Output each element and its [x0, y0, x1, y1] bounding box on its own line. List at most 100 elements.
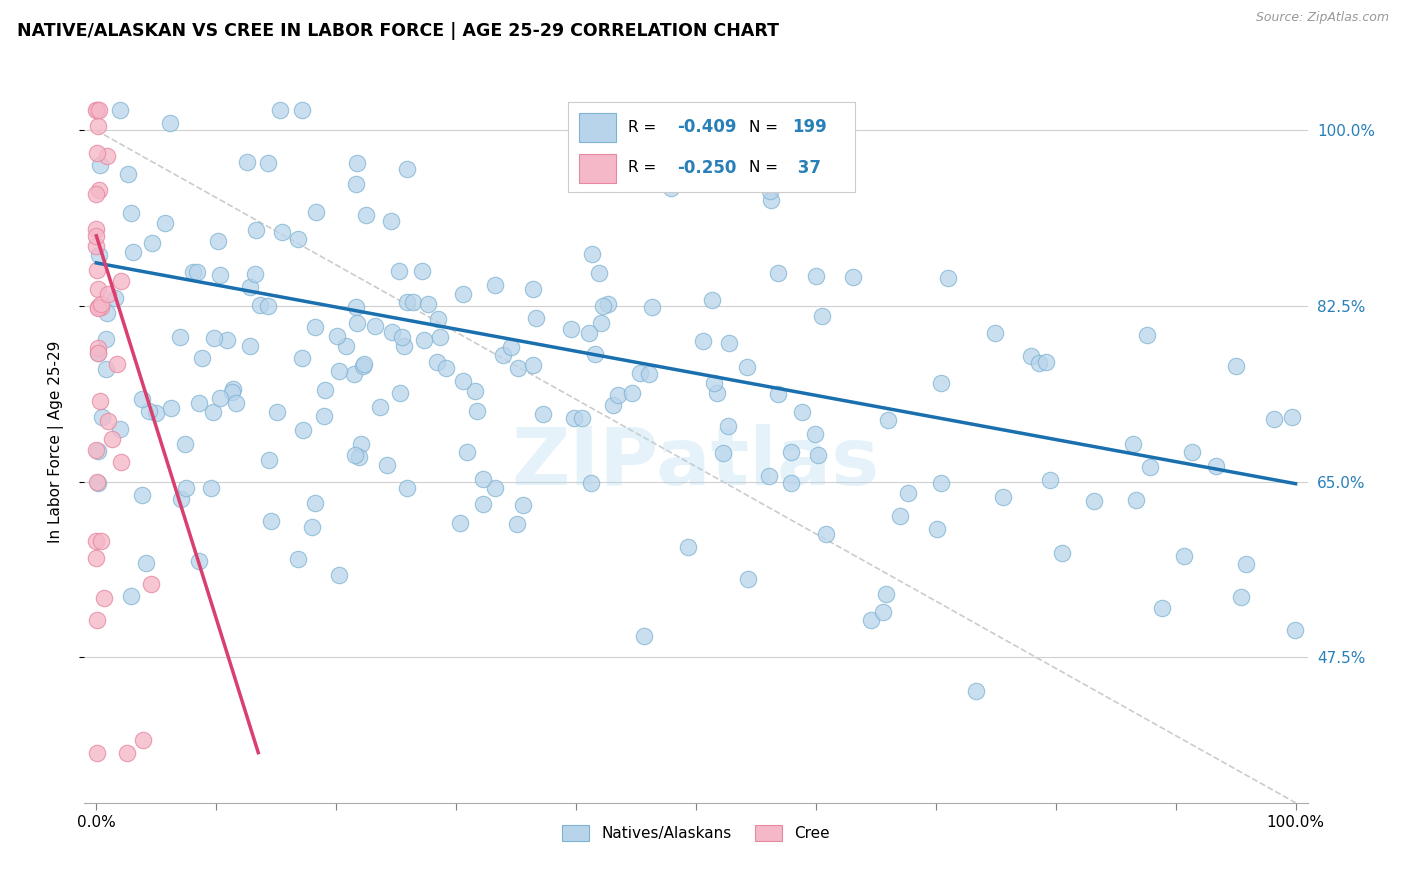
- Point: [86, 551, 108, 566]
- Point: [368, 400, 391, 414]
- Point: [396, 481, 419, 495]
- Point: [842, 269, 865, 284]
- Point: [96, 306, 118, 320]
- Point: [1230, 591, 1253, 605]
- Point: [353, 357, 375, 371]
- Point: [581, 247, 603, 261]
- Point: [93, 591, 115, 605]
- Point: [141, 236, 163, 251]
- Point: [375, 458, 398, 473]
- Point: [1281, 410, 1303, 425]
- Point: [120, 589, 142, 603]
- Point: [121, 245, 143, 260]
- Point: [200, 481, 222, 495]
- Point: [1021, 349, 1043, 363]
- Point: [524, 310, 547, 325]
- Point: [245, 223, 267, 237]
- Point: [314, 383, 336, 397]
- Point: [87, 443, 110, 458]
- Point: [512, 498, 534, 512]
- Point: [188, 395, 211, 409]
- Point: [396, 294, 419, 309]
- Point: [312, 409, 335, 423]
- Point: [392, 339, 415, 353]
- Point: [859, 613, 882, 627]
- Point: [598, 297, 620, 311]
- Point: [236, 155, 259, 169]
- Point: [239, 280, 262, 294]
- Point: [737, 359, 759, 374]
- Point: [737, 572, 759, 586]
- Point: [464, 384, 486, 399]
- Point: [86, 475, 108, 490]
- Point: [243, 267, 266, 281]
- Point: [86, 186, 108, 201]
- Point: [257, 156, 280, 170]
- Point: [138, 403, 160, 417]
- Point: [108, 422, 131, 436]
- Point: [1263, 412, 1285, 426]
- Point: [427, 312, 450, 326]
- Point: [659, 181, 682, 195]
- Point: [90, 296, 112, 310]
- Point: [706, 385, 728, 400]
- Point: [641, 301, 664, 315]
- Point: [292, 423, 315, 437]
- Point: [620, 386, 643, 401]
- Point: [86, 228, 108, 243]
- Point: [96, 362, 118, 376]
- Point: [170, 492, 193, 507]
- Point: [779, 476, 801, 491]
- Point: [381, 325, 404, 339]
- Point: [449, 516, 471, 530]
- Point: [221, 385, 243, 400]
- Point: [718, 336, 741, 351]
- Point: [1205, 459, 1227, 474]
- Point: [87, 475, 110, 490]
- Point: [344, 448, 367, 462]
- Point: [328, 568, 350, 582]
- Point: [346, 156, 368, 170]
- Point: [779, 445, 801, 459]
- Point: [456, 444, 478, 458]
- Text: NATIVE/ALASKAN VS CREE IN LABOR FORCE | AGE 25-29 CORRELATION CHART: NATIVE/ALASKAN VS CREE IN LABOR FORCE | …: [17, 22, 779, 40]
- Point: [96, 332, 118, 346]
- Point: [87, 183, 110, 197]
- Point: [984, 326, 1007, 341]
- Point: [506, 361, 529, 376]
- Point: [86, 103, 108, 118]
- Point: [169, 330, 191, 344]
- Point: [560, 321, 582, 335]
- Point: [638, 367, 661, 381]
- Point: [401, 295, 423, 310]
- Point: [350, 436, 373, 450]
- Point: [104, 291, 127, 305]
- Point: [347, 450, 370, 464]
- Point: [633, 629, 655, 643]
- Point: [678, 541, 700, 555]
- Point: [522, 282, 544, 296]
- Point: [86, 103, 108, 118]
- Point: [202, 330, 225, 344]
- Point: [260, 514, 283, 528]
- Point: [145, 406, 167, 420]
- Point: [217, 333, 239, 347]
- Point: [202, 405, 225, 419]
- Point: [484, 481, 506, 495]
- Point: [889, 508, 911, 523]
- Point: [174, 481, 197, 495]
- Point: [364, 318, 387, 333]
- Point: [578, 326, 600, 340]
- Point: [412, 333, 434, 347]
- Point: [790, 405, 813, 419]
- Point: [522, 358, 544, 372]
- Point: [90, 533, 112, 548]
- Point: [501, 340, 523, 354]
- Point: [132, 733, 155, 747]
- Point: [465, 404, 488, 418]
- Point: [191, 351, 214, 366]
- Point: [717, 418, 740, 433]
- Point: [304, 496, 326, 510]
- Point: [131, 488, 153, 502]
- Point: [343, 367, 366, 381]
